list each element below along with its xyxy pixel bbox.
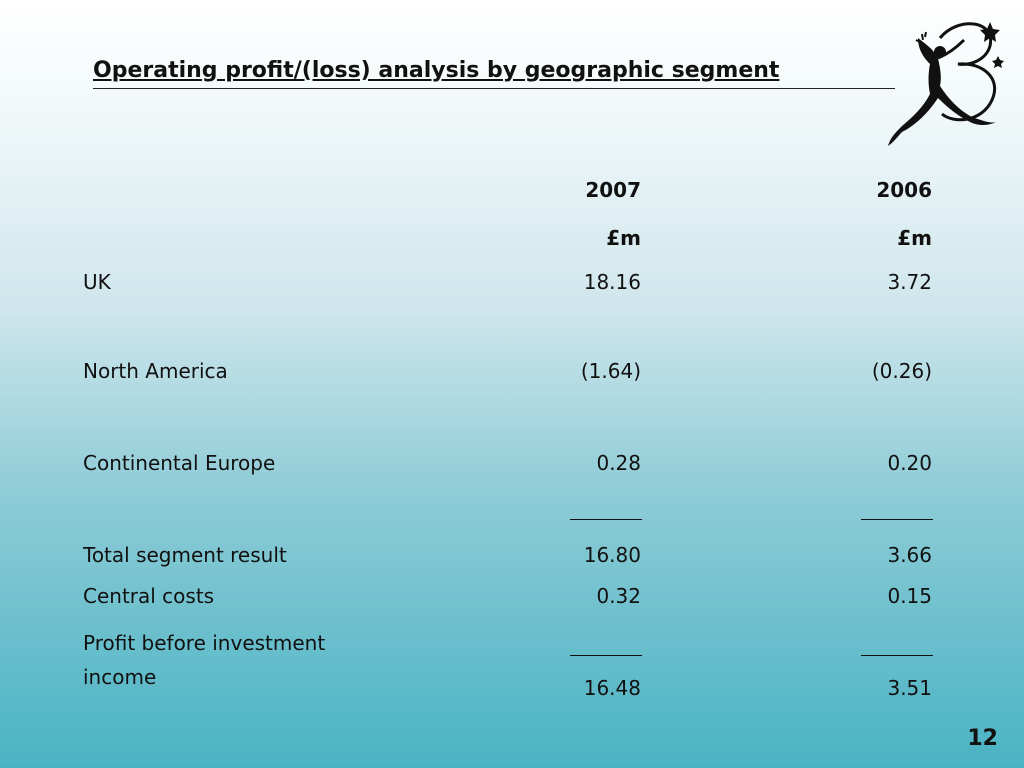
row-profit-before-investment-income-2006: 3.51 bbox=[887, 676, 932, 700]
row-continental-europe-2007: 0.28 bbox=[596, 451, 641, 475]
row-label-continental-europe: Continental Europe bbox=[83, 451, 276, 475]
row-label-total-segment-result: Total segment result bbox=[83, 543, 287, 567]
row-label-central-costs: Central costs bbox=[83, 584, 215, 608]
total-rule-2007 bbox=[570, 655, 642, 656]
header-unit-2006: £m bbox=[897, 226, 932, 250]
subtotal-rule-2007 bbox=[570, 519, 642, 520]
figure-logo-icon bbox=[888, 22, 1004, 146]
title-underline bbox=[93, 88, 895, 89]
row-north-america-2006: (0.26) bbox=[871, 359, 932, 383]
row-label-profit-before-investment-income: Profit before investment income bbox=[83, 631, 326, 689]
subtotal-rule-2006 bbox=[861, 519, 933, 520]
row-total-segment-result-2007: 16.80 bbox=[583, 543, 641, 567]
page-number: 12 bbox=[967, 726, 998, 751]
slide-title: Operating profit/(loss) analysis by geog… bbox=[93, 58, 780, 83]
total-rule-2006 bbox=[861, 655, 933, 656]
header-year-2007: 2007 bbox=[585, 178, 641, 202]
row-continental-europe-2006: 0.20 bbox=[887, 451, 932, 475]
header-unit-2007: £m bbox=[606, 226, 641, 250]
row-central-costs-2006: 0.15 bbox=[887, 584, 932, 608]
row-total-segment-result-2006: 3.66 bbox=[887, 543, 932, 567]
row-label-uk: UK bbox=[83, 270, 111, 294]
row-central-costs-2007: 0.32 bbox=[596, 584, 641, 608]
row-uk-2007: 18.16 bbox=[583, 270, 641, 294]
row-profit-before-investment-income-2007: 16.48 bbox=[583, 676, 641, 700]
header-year-2006: 2006 bbox=[876, 178, 932, 202]
row-uk-2006: 3.72 bbox=[887, 270, 932, 294]
row-north-america-2007: (1.64) bbox=[580, 359, 641, 383]
row-label-north-america: North America bbox=[83, 359, 228, 383]
